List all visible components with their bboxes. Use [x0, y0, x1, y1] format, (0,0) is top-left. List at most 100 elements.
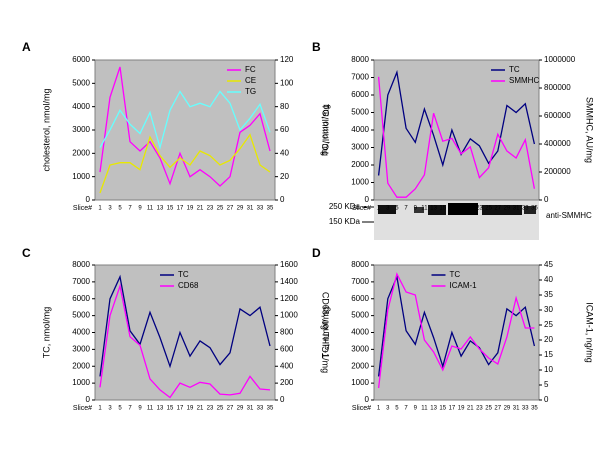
x-tick-label: 19 [458, 406, 465, 412]
x-tick-label: 11 [147, 206, 154, 212]
y2-tick-label: 45 [544, 260, 553, 269]
x-tick-label: 17 [177, 406, 184, 412]
blot-band [448, 203, 478, 215]
y2-tick-label: 1200 [280, 294, 298, 303]
x-tick-label: 21 [197, 406, 204, 412]
plot-area [373, 264, 540, 401]
y-tick-label: 0 [365, 195, 370, 204]
x-tick-label: 3 [386, 206, 390, 212]
x-tick-label: 9 [138, 406, 142, 412]
marker-label: 250 KDa [329, 202, 361, 211]
y-tick-label: 4000 [351, 125, 369, 134]
x-tick-label: 29 [237, 206, 244, 212]
x-tick-label: 15 [439, 206, 446, 212]
x-tick-label: 29 [504, 406, 511, 412]
y-tick-label: 5000 [351, 311, 369, 320]
y-tick-label: 4000 [72, 328, 90, 337]
y-tick-label: 7000 [351, 73, 369, 82]
x-tick-label: 1 [98, 206, 102, 212]
series-line [99, 283, 271, 399]
y-axis-label: TC, nmol/mg [320, 104, 330, 156]
y-tick-label: 0 [86, 395, 91, 404]
y2-tick-label: 40 [280, 148, 289, 157]
y2-tick-label: 800 [280, 328, 294, 337]
x-tick-label: 3 [108, 206, 112, 212]
antibody-label: anti-SMMHC [546, 211, 592, 220]
y-tick-label: 3000 [351, 344, 369, 353]
x-tick-label: 31 [247, 406, 254, 412]
x-tick-label: 9 [414, 206, 418, 212]
x-tick-label: 33 [257, 206, 264, 212]
x-tick-label: 11 [147, 406, 154, 412]
x-tick-label: 29 [504, 206, 511, 212]
y2-tick-label: 40 [544, 275, 553, 284]
x-tick-label: 5 [118, 406, 122, 412]
y-tick-label: 2000 [351, 361, 369, 370]
x-tick-label: 19 [458, 206, 465, 212]
panel-letter: B [312, 40, 321, 54]
y2-tick-label: 1000000 [544, 55, 576, 64]
y2-axis-label: CD68, ug THP-1/mg [321, 292, 331, 373]
series-line [99, 274, 271, 377]
x-tick-label: 13 [430, 206, 437, 212]
x-tick-label: 5 [118, 206, 122, 212]
x-tick-label: 33 [522, 206, 529, 212]
x-axis-label: Slice# [73, 205, 92, 212]
y2-tick-label: 80 [280, 102, 289, 111]
y-tick-label: 2000 [72, 148, 90, 157]
y-axis-label: cholesterol, nmol/mg [41, 88, 51, 171]
x-tick-label: 27 [494, 406, 501, 412]
x-tick-label: 31 [513, 406, 520, 412]
panel: D010002000300040005000600070008000051015… [312, 246, 595, 412]
x-tick-label: 15 [167, 206, 174, 212]
y-tick-label: 0 [86, 195, 91, 204]
x-axis-label: Slice# [352, 405, 371, 412]
x-tick-label: 29 [237, 406, 244, 412]
y-tick-label: 2000 [351, 160, 369, 169]
y-tick-label: 1000 [72, 378, 90, 387]
x-tick-label: 17 [449, 406, 456, 412]
y-tick-label: 1000 [72, 172, 90, 181]
x-tick-label: 3 [108, 406, 112, 412]
y-tick-label: 3000 [351, 143, 369, 152]
x-axis-label: Slice# [352, 205, 371, 212]
y-tick-label: 3000 [72, 125, 90, 134]
x-tick-label: 13 [157, 406, 164, 412]
x-tick-label: 5 [395, 206, 399, 212]
x-tick-label: 31 [247, 206, 254, 212]
legend-label: ICAM-1 [450, 281, 478, 290]
x-tick-label: 35 [267, 206, 274, 212]
panel: C 0 1000 2000 3000 4000 5000 6000 7000 8000 0 200 40… [22, 246, 331, 412]
y2-axis-label: ICAM-1, ng/mg [585, 302, 595, 363]
series-line [99, 133, 271, 194]
y2-axis-label: SMMHC, AU/mg [585, 97, 595, 163]
x-tick-label: 35 [531, 206, 538, 212]
panel: B 0 1000 2000 3000 4000 5000 6000 7000 8000 0 20000… [312, 40, 595, 212]
y-tick-label: 6000 [351, 90, 369, 99]
y2-tick-label: 1000 [280, 311, 298, 320]
x-tick-label: 9 [138, 206, 142, 212]
y-tick-label: 6000 [72, 294, 90, 303]
blot-band [414, 207, 424, 213]
series-line [377, 274, 536, 377]
x-tick-label: 25 [485, 206, 492, 212]
x-tick-label: 13 [157, 206, 164, 212]
y2-tick-label: 10 [544, 365, 553, 374]
blot-band [428, 205, 446, 215]
x-tick-label: 1 [377, 406, 381, 412]
panel-letter: A [22, 40, 31, 54]
panel-letter: C [22, 246, 31, 260]
western-blot: 250 KDa 150 KDa anti-SMMHC [329, 200, 592, 240]
y2-tick-label: 400000 [544, 139, 571, 148]
panel-letter: D [312, 246, 321, 260]
series-line [99, 66, 271, 187]
x-tick-label: 7 [404, 406, 408, 412]
y2-axis-label: TG, nmol/mg [321, 104, 331, 156]
y-tick-label: 5000 [72, 78, 90, 87]
blot-band [482, 205, 522, 215]
x-tick-label: 23 [476, 206, 483, 212]
y-tick-label: 2000 [72, 361, 90, 370]
blot-band [524, 206, 536, 214]
series-line [377, 76, 536, 198]
